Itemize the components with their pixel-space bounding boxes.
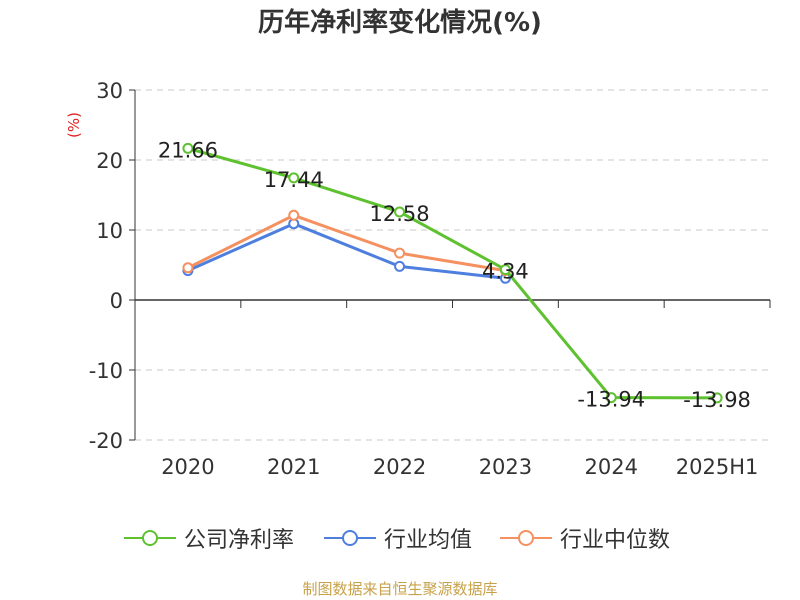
legend-line-icon bbox=[124, 530, 176, 546]
legend: 公司净利率 行业均值 行业中位数 bbox=[0, 520, 800, 556]
data-label: 4.34 bbox=[482, 260, 529, 284]
series-line bbox=[187, 146, 718, 400]
series-line bbox=[187, 213, 506, 273]
data-point bbox=[182, 262, 194, 274]
watermark: 制图数据来自恒生聚源数据库 bbox=[302, 580, 498, 598]
legend-item-industry-mean[interactable]: 行业均值 bbox=[324, 520, 472, 556]
legend-label: 行业中位数 bbox=[560, 528, 671, 553]
data-labels: 21.66 17.44 12.58 4.34 -13.94 -13.98 bbox=[158, 138, 751, 411]
data-point bbox=[605, 392, 617, 404]
data-label: -13.94 bbox=[577, 388, 645, 412]
legend-item-industry-median[interactable]: 行业中位数 bbox=[500, 520, 670, 556]
x-tick-label: 2020 bbox=[161, 455, 214, 479]
data-label: 17.44 bbox=[264, 168, 324, 192]
grid-lines bbox=[135, 89, 770, 441]
data-point bbox=[394, 247, 406, 259]
axes: 30 20 10 0 -10 -20 2020 2021 2022 2023 2024 2025H1 (… bbox=[65, 79, 771, 479]
y-tick-label: -20 bbox=[89, 429, 123, 453]
y-tick-label: -10 bbox=[89, 359, 123, 383]
data-label: -13.98 bbox=[683, 388, 751, 412]
data-point bbox=[499, 264, 511, 276]
legend-line-icon bbox=[324, 530, 376, 546]
data-point bbox=[288, 172, 300, 184]
legend-line-icon bbox=[500, 530, 552, 546]
legend-item-company[interactable]: 公司净利率 bbox=[124, 520, 294, 556]
data-point bbox=[182, 142, 194, 154]
x-tick-label: 2022 bbox=[373, 455, 426, 479]
data-point bbox=[394, 206, 406, 218]
chart-title: 历年净利率变化情况(%) bbox=[258, 8, 542, 38]
x-tick-label: 2025H1 bbox=[676, 455, 759, 479]
series-line bbox=[187, 222, 506, 280]
series-lines bbox=[182, 142, 723, 404]
legend-label: 公司净利率 bbox=[184, 528, 295, 553]
data-point bbox=[394, 260, 406, 272]
x-tick-label: 2023 bbox=[479, 455, 532, 479]
x-tick-label: 2021 bbox=[267, 455, 320, 479]
data-label: 12.58 bbox=[370, 202, 430, 226]
data-label: 21.66 bbox=[158, 138, 218, 162]
legend-label: 行业均值 bbox=[384, 528, 473, 553]
x-tick-label: 2024 bbox=[585, 455, 638, 479]
data-point bbox=[288, 209, 300, 221]
y-axis-label: (%) bbox=[65, 112, 83, 138]
data-point bbox=[711, 392, 723, 404]
y-tick-label: 20 bbox=[96, 149, 123, 173]
y-tick-label: 0 bbox=[110, 289, 123, 313]
y-tick-label: 10 bbox=[96, 219, 123, 243]
y-tick-label: 30 bbox=[96, 79, 123, 103]
